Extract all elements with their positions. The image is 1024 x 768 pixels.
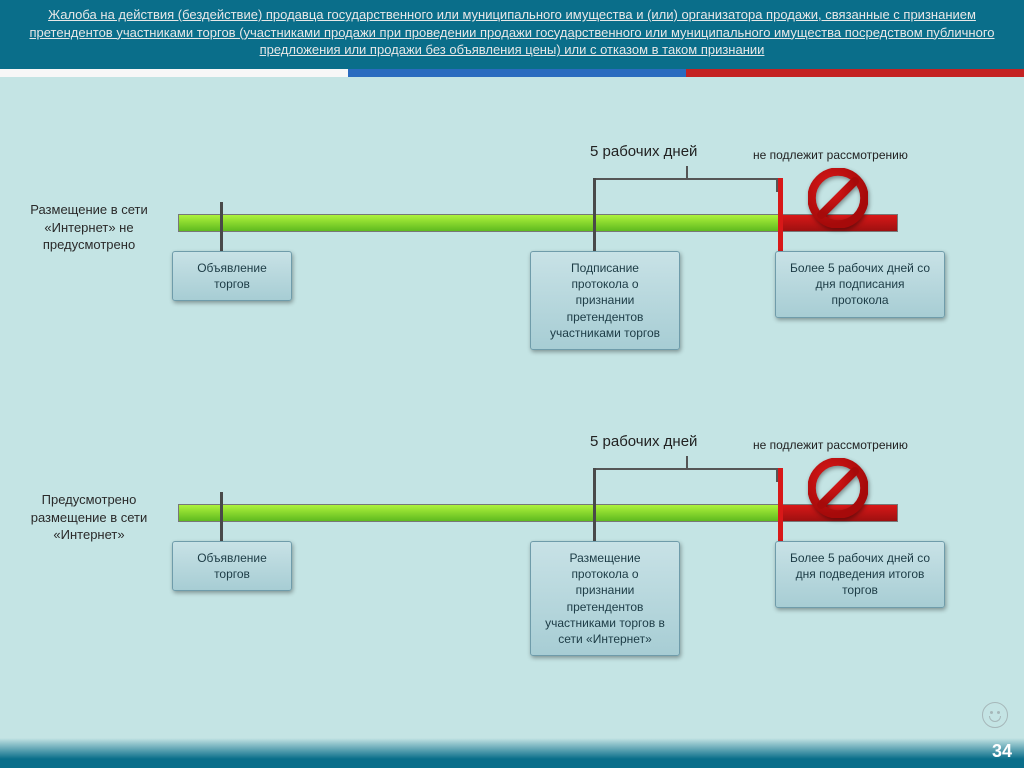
info-box: Объявление торгов <box>172 251 292 301</box>
prohibit-icon <box>808 168 868 228</box>
reject-label: не подлежит рассмотрению <box>753 148 908 162</box>
side-label: Предусмотрено размещение в сети «Интерне… <box>14 491 164 544</box>
smiley-icon <box>982 702 1008 728</box>
footer-stripe <box>0 738 1024 768</box>
side-label: Размещение в сети «Интернет» не предусмо… <box>14 201 164 254</box>
marker-line <box>778 468 783 542</box>
info-box: Более 5 рабочих дней со дня подведения и… <box>775 541 945 608</box>
info-box: Подписание протокола о признании претенд… <box>530 251 680 350</box>
page-title: Жалоба на действия (бездействие) продавц… <box>0 0 1024 69</box>
bracket-label: 5 рабочих дней <box>590 433 697 450</box>
prohibit-icon <box>808 458 868 518</box>
info-box: Размещение протокола о признании претенд… <box>530 541 680 656</box>
time-bracket <box>593 468 778 482</box>
timeline-bar <box>178 504 898 522</box>
info-box: Более 5 рабочих дней со дня подписания п… <box>775 251 945 318</box>
header-stripe <box>0 69 1024 77</box>
page-number: 34 <box>992 741 1012 762</box>
reject-label: не подлежит рассмотрению <box>753 438 908 452</box>
marker-line <box>778 178 783 252</box>
bracket-label: 5 рабочих дней <box>590 143 697 160</box>
timeline-bar <box>178 214 898 232</box>
time-bracket <box>593 178 778 192</box>
info-box: Объявление торгов <box>172 541 292 591</box>
diagram-canvas: Размещение в сети «Интернет» не предусмо… <box>0 86 1024 746</box>
